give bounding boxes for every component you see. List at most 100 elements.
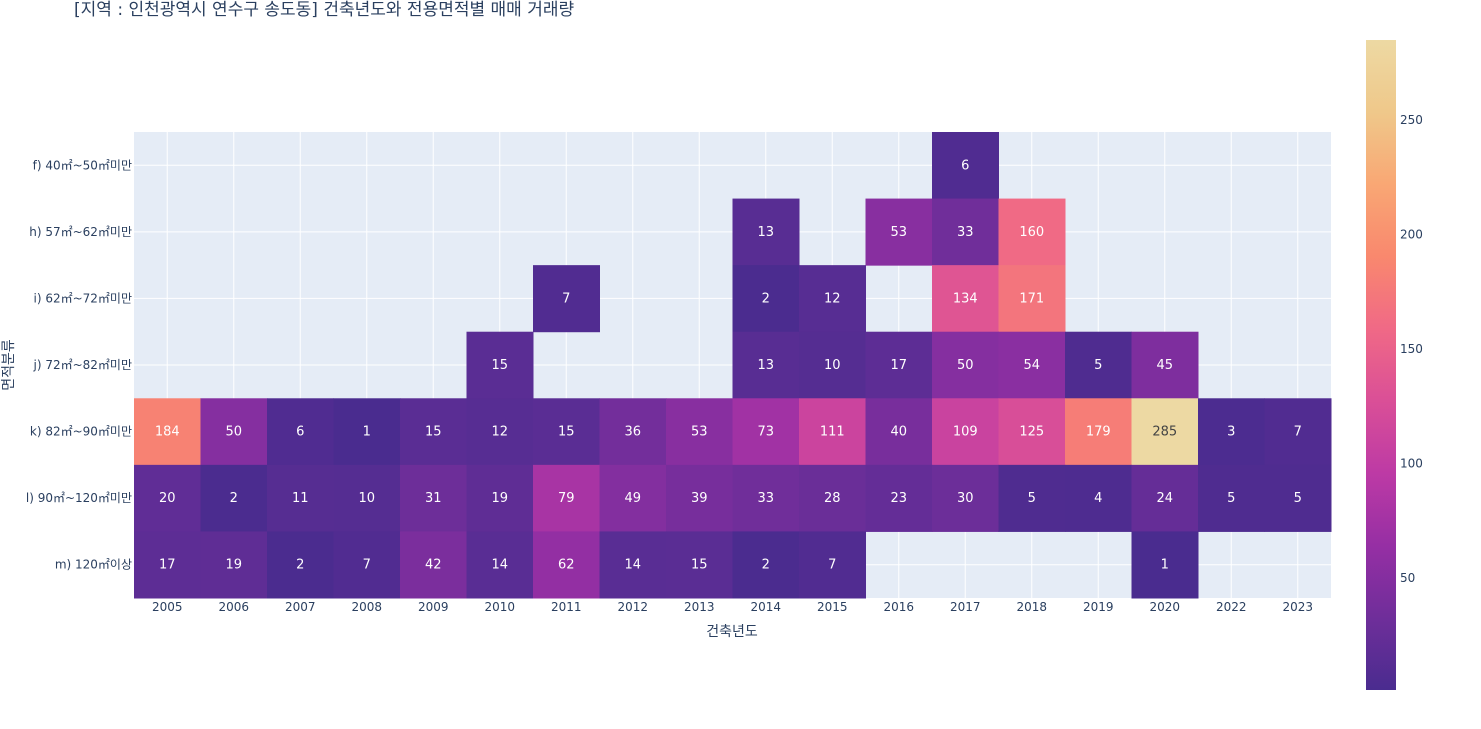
cell-value-label: 13 — [757, 358, 774, 373]
heatmap-cell — [333, 531, 401, 599]
cell-value-label: 12 — [491, 425, 508, 440]
y-tick-label: i) 62㎡~72㎡미만 — [33, 291, 132, 305]
heatmap-cell — [1131, 531, 1199, 599]
x-tick-labels: 2005 2006 2007 2008 2009 2010 2011 2012 2013 2014… — [152, 600, 1313, 614]
x-tick-label: 2008 — [351, 600, 382, 614]
x-tick-label: 2012 — [617, 600, 648, 614]
cell-value-label: 285 — [1152, 425, 1177, 440]
heatmap-cell — [932, 398, 999, 466]
cell-value-label: 7 — [562, 291, 570, 306]
cell-value-label: 10 — [824, 358, 841, 373]
colorbar — [1366, 40, 1396, 690]
heatmap-cell — [932, 464, 999, 532]
heatmap-cell — [1131, 398, 1199, 466]
x-axis-title: 건축년도 — [706, 624, 758, 640]
x-tick-label: 2020 — [1149, 600, 1180, 614]
cell-value-label: 2 — [296, 558, 304, 573]
heatmap-cell — [1131, 464, 1199, 532]
y-tick-labels: f) 40㎡~50㎡미만 h) 57㎡~62㎡미만 i) 62㎡~72㎡미만 j) 7… — [26, 158, 132, 571]
cell-value-label: 134 — [953, 291, 978, 306]
cell-value-label: 73 — [757, 425, 774, 440]
heatmap-cell — [134, 531, 201, 599]
cell-value-label: 12 — [824, 291, 841, 306]
heatmap-cell — [1198, 464, 1265, 532]
heatmap-cell — [799, 531, 866, 599]
cell-value-label: 2 — [762, 558, 770, 573]
cell-value-label: 19 — [225, 558, 242, 573]
cell-value-label: 15 — [491, 358, 508, 373]
heatmap-cell — [333, 464, 401, 532]
heatmap-cell — [932, 132, 999, 200]
heatmap-cell — [865, 198, 933, 266]
cell-value-label: 184 — [155, 425, 180, 440]
heatmap-cell — [1131, 331, 1199, 399]
cell-value-label: 5 — [1094, 358, 1102, 373]
y-tick-label: f) 40㎡~50㎡미만 — [33, 158, 132, 172]
heatmap-cell — [666, 531, 733, 599]
cell-value-label: 171 — [1019, 291, 1044, 306]
cell-value-label: 109 — [953, 425, 978, 440]
cell-value-label: 33 — [757, 491, 774, 506]
colorbar-tick-label: 150 — [1400, 342, 1423, 356]
cell-value-label: 5 — [1294, 491, 1302, 506]
heatmap-cell — [732, 398, 800, 466]
cell-value-label: 2 — [762, 291, 770, 306]
colorbar-tick-label: 50 — [1400, 571, 1415, 585]
heatmap-cell — [1264, 464, 1332, 532]
heatmap-cell — [1198, 398, 1265, 466]
cell-value-label: 79 — [558, 491, 575, 506]
heatmap-cell — [466, 398, 534, 466]
cell-value-label: 20 — [159, 491, 176, 506]
cell-value-label: 14 — [624, 558, 641, 573]
cell-value-label: 49 — [624, 491, 641, 506]
cell-value-label: 11 — [292, 491, 309, 506]
heatmap-cell — [998, 198, 1066, 266]
heatmap-cells — [134, 132, 1332, 599]
heatmap-cell — [732, 531, 800, 599]
heatmap-cell — [732, 265, 800, 333]
heatmap-cell — [1065, 331, 1132, 399]
cell-value-label: 36 — [624, 425, 641, 440]
heatmap-cell — [865, 331, 933, 399]
heatmap-cell — [599, 464, 667, 532]
cell-value-label: 13 — [757, 225, 774, 240]
cell-value-label: 33 — [957, 225, 974, 240]
cell-value-label: 6 — [961, 158, 969, 173]
heatmap-cell — [267, 398, 334, 466]
x-tick-label: 2009 — [418, 600, 449, 614]
cell-value-label: 5 — [1028, 491, 1036, 506]
heatmap-cell — [865, 398, 933, 466]
colorbar-tick-label: 200 — [1400, 228, 1423, 242]
heatmap-cell — [200, 398, 268, 466]
cell-value-label: 1 — [363, 425, 371, 440]
cell-value-label: 50 — [957, 358, 974, 373]
x-tick-label: 2010 — [484, 600, 515, 614]
cell-value-label: 17 — [159, 558, 176, 573]
heatmap-cell — [200, 531, 268, 599]
heatmap-cell — [599, 398, 667, 466]
cell-value-label: 1 — [1161, 558, 1169, 573]
cell-value-label: 39 — [691, 491, 708, 506]
heatmap-cell — [666, 398, 733, 466]
cell-value-label: 125 — [1019, 425, 1044, 440]
y-tick-label: l) 90㎡~120㎡미만 — [26, 491, 132, 505]
cell-value-label: 40 — [890, 425, 907, 440]
cell-value-label: 23 — [890, 491, 907, 506]
cell-value-label: 45 — [1156, 358, 1173, 373]
heatmap-cell — [533, 464, 600, 532]
heatmap-cell — [599, 531, 667, 599]
heatmap-cell — [400, 464, 467, 532]
cell-value-label: 7 — [828, 558, 836, 573]
y-tick-label: k) 82㎡~90㎡미만 — [30, 425, 132, 439]
cell-value-label: 15 — [425, 425, 442, 440]
colorbar-tick-label: 100 — [1400, 456, 1423, 470]
cell-value-label: 15 — [691, 558, 708, 573]
cell-value-label: 50 — [225, 425, 242, 440]
heatmap-cell — [533, 531, 600, 599]
heatmap-cell — [533, 398, 600, 466]
heatmap-cell — [998, 331, 1066, 399]
heatmap-cell — [732, 331, 800, 399]
y-tick-label: m) 120㎡이상 — [55, 558, 132, 572]
